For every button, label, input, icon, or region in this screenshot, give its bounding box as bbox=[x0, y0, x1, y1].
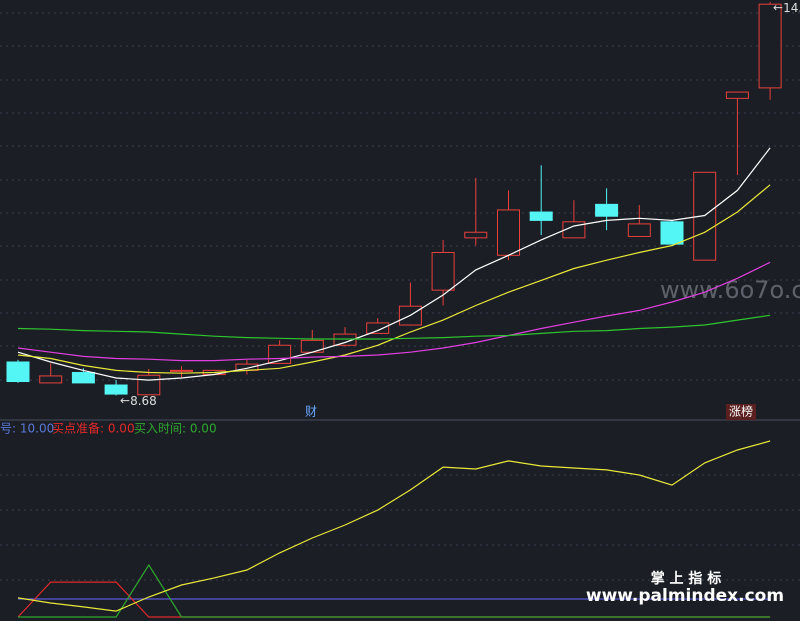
candle-body bbox=[595, 203, 619, 217]
legend-item: 号: 10.00 bbox=[0, 422, 54, 436]
candle-body bbox=[464, 231, 488, 239]
line bbox=[17, 184, 771, 374]
line bbox=[17, 261, 771, 362]
grid bbox=[0, 12, 800, 581]
line bbox=[17, 314, 771, 340]
tag-label: 涨榜 bbox=[729, 404, 753, 419]
candle-body bbox=[137, 374, 161, 396]
low-value: 8.68 bbox=[130, 394, 157, 408]
candle-body bbox=[758, 3, 782, 89]
legend-item: 买入时间: 0.00 bbox=[134, 422, 217, 436]
candle-body bbox=[562, 221, 586, 239]
indicator-panel bbox=[17, 440, 771, 618]
candle-body bbox=[333, 333, 357, 346]
footer-url: www.palmindex.com bbox=[586, 586, 784, 606]
candle-body bbox=[104, 384, 128, 395]
line bbox=[17, 147, 771, 381]
candle-body bbox=[497, 209, 520, 256]
watermark: www.6o7o.com bbox=[660, 276, 800, 304]
low-label: ←8.68 bbox=[120, 394, 157, 408]
event-label: 财 bbox=[305, 405, 317, 419]
candle-body bbox=[71, 371, 95, 384]
candle-body bbox=[6, 361, 30, 383]
candle-body bbox=[366, 322, 390, 334]
line bbox=[17, 440, 771, 612]
price-panel bbox=[6, 2, 782, 396]
candle-body bbox=[529, 211, 553, 221]
footer-title: 掌 上 指 标 bbox=[651, 570, 722, 587]
legend-item: 买点准备: 0.00 bbox=[52, 422, 135, 436]
candle-body bbox=[627, 223, 651, 237]
high-value: 14. bbox=[783, 1, 800, 15]
candle-body bbox=[693, 171, 717, 261]
tag-bg bbox=[726, 404, 756, 420]
candle-body bbox=[170, 369, 193, 372]
candle-body bbox=[660, 221, 684, 245]
line bbox=[18, 563, 771, 618]
candle-body bbox=[725, 91, 749, 99]
candle-body bbox=[431, 251, 455, 291]
candle-body bbox=[39, 375, 63, 384]
high-label: ←14. bbox=[773, 1, 800, 15]
